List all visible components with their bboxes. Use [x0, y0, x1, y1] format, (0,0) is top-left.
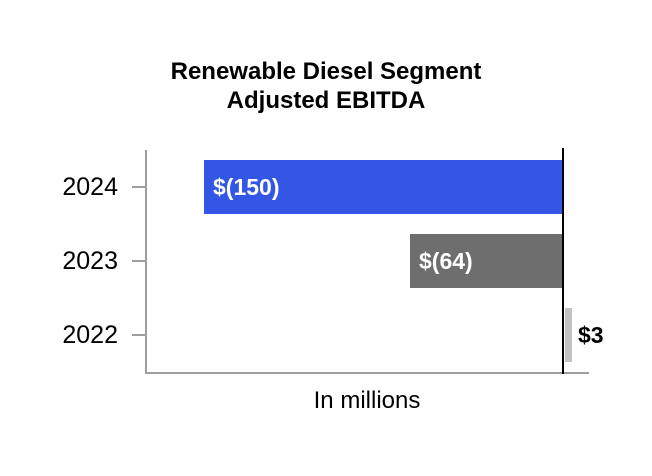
axis-tick-2022 [132, 334, 146, 336]
bar-value-label-2023: $(64) [419, 248, 473, 274]
year-label-2024: 2024 [62, 173, 118, 201]
chart-title: Renewable Diesel Segment Adjusted EBITDA [0, 57, 652, 115]
bar-2022: $3 [565, 308, 604, 362]
chart-title-line-2: Adjusted EBITDA [226, 87, 426, 114]
zero-line [562, 148, 564, 374]
year-label-2022: 2022 [62, 321, 118, 349]
chart-title-line-1: Renewable Diesel Segment [170, 58, 482, 85]
bar-value-label-2022: $3 [578, 322, 604, 348]
axis-tick-2024 [132, 186, 146, 188]
bar-2023: $(64) [410, 234, 563, 288]
axis-tick-2023 [132, 260, 146, 262]
year-label-2023: 2023 [62, 247, 118, 275]
x-axis-line [145, 372, 589, 374]
y-axis-line [145, 150, 147, 374]
bar-2024: $(150) [204, 160, 563, 214]
bar-value-label-2024: $(150) [213, 174, 280, 200]
x-axis-caption: In millions [313, 387, 421, 414]
